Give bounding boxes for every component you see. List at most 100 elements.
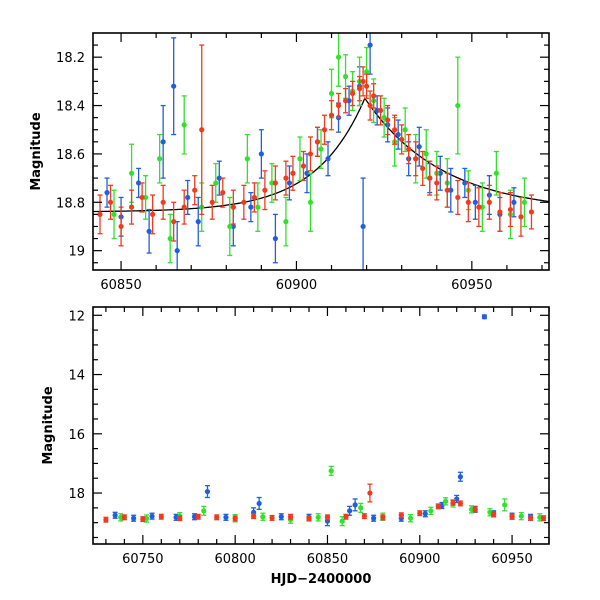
top-green-marker	[521, 199, 528, 205]
top-x-tick-label: 60850	[100, 278, 141, 293]
bottom-blue-point	[204, 484, 211, 499]
bottom-x-tick-label: 60950	[491, 552, 532, 567]
top-green-point	[227, 196, 233, 257]
top-red-point	[444, 172, 450, 208]
top-red-point	[128, 189, 135, 225]
top-green-marker	[227, 223, 233, 230]
top-red-marker	[406, 146, 412, 152]
bottom-red-marker	[540, 515, 547, 521]
bottom-red-marker	[324, 514, 331, 520]
bottom-red-point	[306, 515, 312, 522]
top-red-point	[300, 150, 307, 182]
bottom-red-point	[509, 513, 515, 520]
bottom-red-point	[103, 516, 109, 523]
top-red-point	[378, 95, 384, 126]
top-y-tick-label: 18.6	[56, 148, 85, 163]
bottom-red-point	[177, 515, 183, 522]
top-blue-marker	[325, 156, 331, 162]
bottom-blue-marker	[131, 515, 137, 521]
top-blue-marker	[185, 194, 191, 201]
bottom-green-marker	[518, 513, 524, 519]
top-blue-point	[462, 167, 468, 199]
bottom-green-marker	[328, 468, 334, 474]
top-red-point	[160, 184, 166, 220]
top-blue-marker	[146, 228, 152, 234]
top-red-point	[272, 165, 278, 201]
top-red-point	[192, 175, 198, 206]
top-blue-marker	[136, 180, 142, 186]
top-red-marker	[181, 204, 187, 210]
top-red-marker	[413, 156, 419, 162]
top-blue-point	[272, 213, 278, 264]
bottom-red-marker	[367, 490, 373, 496]
top-red-marker	[97, 211, 103, 217]
bottom-blue-marker	[204, 488, 211, 495]
top-red-marker	[476, 204, 482, 210]
top-red-point	[371, 83, 377, 109]
bottom-y-tick-label: 14	[68, 369, 85, 384]
bottom-green-marker	[468, 506, 475, 512]
top-green-marker	[167, 235, 173, 242]
top-red-marker	[328, 112, 335, 118]
bottom-green-point	[315, 513, 321, 522]
bottom-x-axis-label: HJD−2400000	[271, 572, 372, 587]
bottom-green-marker	[260, 514, 266, 520]
top-blue-marker	[104, 190, 110, 196]
bottom-red-marker	[491, 511, 497, 517]
bottom-red-point	[527, 514, 534, 521]
top-blue-point	[325, 141, 331, 177]
bottom-red-point	[121, 514, 127, 521]
top-red-point	[199, 44, 205, 216]
top-y-tick-label: 18.2	[56, 51, 85, 66]
bottom-green-point	[502, 498, 508, 512]
bottom-red-point	[491, 511, 497, 518]
top-red-point	[220, 177, 226, 208]
bottom-green-point	[260, 512, 266, 521]
bottom-green-marker	[407, 515, 414, 521]
top-red-point	[283, 160, 289, 196]
bottom-y-tick-label: 18	[68, 487, 85, 502]
top-red-point	[399, 124, 405, 155]
bottom-red-marker	[398, 512, 404, 518]
bottom-green-marker	[339, 518, 345, 524]
top-red-point	[118, 206, 124, 247]
top-red-marker	[427, 175, 433, 181]
bottom-green-point	[201, 505, 207, 516]
top-blue-point	[416, 126, 422, 167]
top-green-point	[521, 177, 528, 228]
bottom-blue-marker	[256, 500, 262, 507]
top-blue-marker	[248, 204, 254, 210]
bottom-red-point	[450, 499, 456, 506]
bottom-blue-point	[149, 512, 155, 520]
bottom-green-marker	[358, 505, 364, 511]
bottom-green-marker	[118, 514, 124, 520]
top-green-marker	[283, 219, 289, 225]
top-green-marker	[364, 69, 370, 75]
bottom-red-point	[287, 513, 294, 520]
top-red-marker	[392, 127, 398, 133]
top-red-point	[507, 191, 514, 228]
bottom-red-marker	[343, 514, 349, 520]
bottom-red-marker	[177, 515, 183, 521]
top-green-point	[318, 129, 324, 170]
bottom-blue-point	[457, 471, 463, 482]
top-red-marker	[465, 199, 471, 205]
bottom-x-tick-label: 60900	[399, 552, 440, 567]
top-blue-marker	[195, 219, 201, 225]
bottom-green-marker	[428, 508, 434, 514]
top-blue-marker	[272, 235, 278, 242]
top-blue-marker	[395, 131, 401, 138]
top-green-marker	[244, 156, 250, 162]
top-green-marker	[402, 127, 408, 133]
bottom-panel-data	[103, 314, 547, 527]
top-x-tick-label: 60900	[276, 278, 317, 293]
bottom-blue-point	[256, 496, 262, 510]
top-red-point	[251, 182, 257, 213]
top-green-marker	[181, 122, 187, 128]
bottom-x-tick-label: 60800	[214, 552, 255, 567]
bottom-green-marker	[201, 508, 207, 514]
top-green-point	[111, 189, 117, 240]
top-red-point	[349, 80, 356, 107]
top-blue-marker	[258, 151, 264, 157]
